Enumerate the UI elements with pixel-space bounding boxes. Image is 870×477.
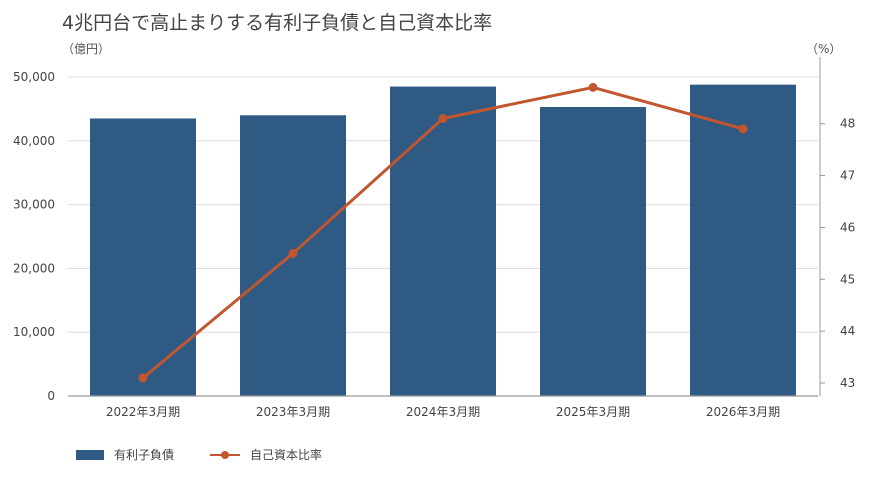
y-left-tick-label: 10,000 — [13, 325, 55, 339]
legend-bar-swatch — [76, 449, 104, 460]
legend-bar-label: 有利子負債 — [114, 448, 175, 462]
line-point — [738, 124, 748, 134]
y-right-tick-label: 45 — [840, 272, 855, 286]
chart-canvas: 0 10,000 20,000 30,000 40,000 50,000 43 44 45 46 4… — [13, 57, 855, 419]
y-left-tick-label: 20,000 — [13, 261, 55, 275]
line-point — [138, 373, 148, 383]
line-point — [288, 248, 298, 258]
bar — [540, 106, 646, 397]
line-point — [588, 82, 598, 92]
y-left-tick-label: 40,000 — [13, 134, 55, 148]
left-axis-unit: （億円） — [62, 42, 111, 56]
bar — [390, 86, 496, 396]
y-left-tick-label: 30,000 — [13, 198, 55, 212]
legend-item-line: 自己資本比率 — [210, 446, 322, 463]
x-tick-label: 2022年3月期 — [106, 405, 180, 419]
bar — [690, 84, 796, 396]
x-tick-label: 2023年3月期 — [256, 405, 330, 419]
y-right-tick-label: 44 — [840, 324, 855, 338]
legend-line-label: 自己資本比率 — [250, 448, 323, 462]
y-right-tick-label: 48 — [840, 117, 855, 131]
y-left-tick-label: 0 — [47, 389, 55, 403]
right-axis-unit: （%） — [806, 42, 842, 56]
y-left-tick-label: 50,000 — [13, 70, 55, 84]
chart-title: 4兆円台で高止まりする有利子負債と自己資本比率 — [62, 12, 493, 34]
y-right-tick-label: 46 — [840, 220, 855, 234]
y-right-tick-label: 43 — [840, 376, 855, 390]
x-tick-label: 2024年3月期 — [406, 405, 480, 419]
line-point — [438, 113, 448, 123]
x-tick-label: 2025年3月期 — [556, 405, 630, 419]
x-tick-label: 2026年3月期 — [706, 405, 780, 419]
y-right-tick-label: 47 — [840, 169, 855, 183]
legend-line-swatch — [210, 450, 240, 460]
legend-item-bar: 有利子負債 — [76, 446, 174, 463]
bar — [90, 118, 196, 396]
